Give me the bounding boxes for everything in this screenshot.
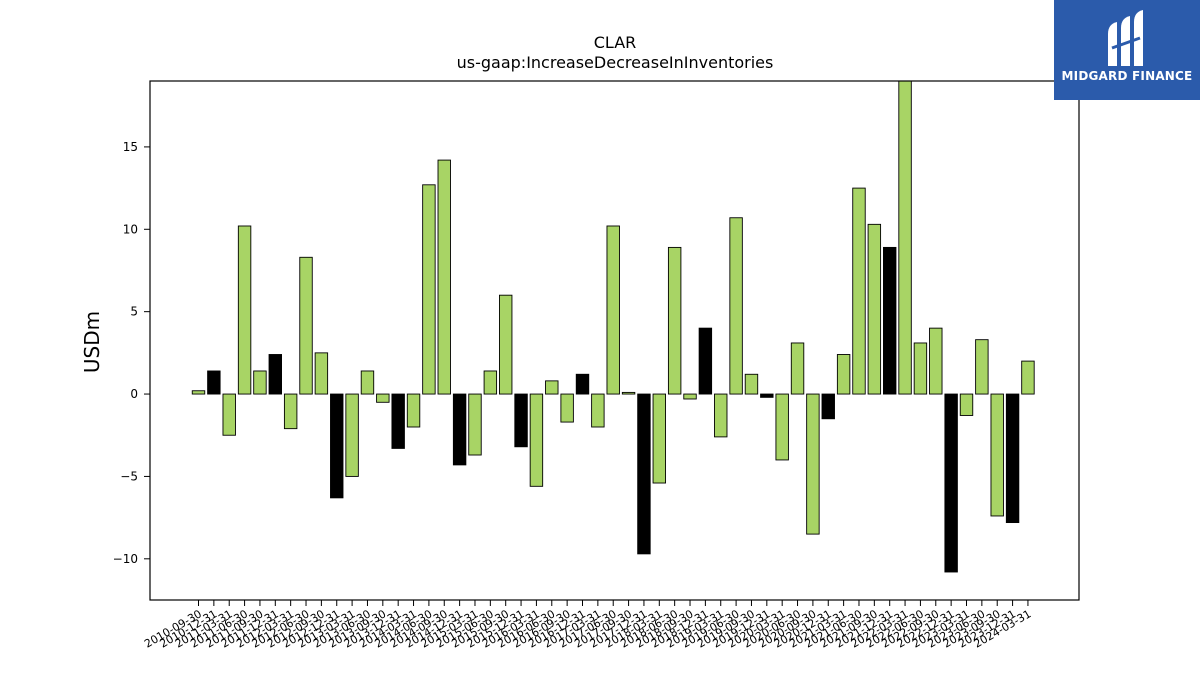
bar-2013-03-31 <box>345 393 359 477</box>
bar-2019-03-31 <box>714 393 728 438</box>
bar-2015-09-30 <box>499 294 513 395</box>
bar-2020-06-30 <box>790 342 805 395</box>
y-tick-label: −10 <box>113 552 138 566</box>
bar-2022-09-30 <box>929 327 943 395</box>
bar-2013-12-31 <box>391 393 405 449</box>
bar-2017-09-30 <box>621 391 636 395</box>
bar-2024-03-31 <box>1021 360 1035 395</box>
bar-2012-06-30 <box>299 256 313 395</box>
bar-2013-06-30 <box>360 370 375 395</box>
bar-2017-12-31 <box>637 393 651 555</box>
chart-subtitle: us-gaap:IncreaseDecreaseInInventories <box>457 53 774 72</box>
bar-2016-03-31 <box>529 393 544 487</box>
bar-2011-09-30 <box>253 370 267 395</box>
y-tick-label: 10 <box>123 222 138 236</box>
bar-2015-12-31 <box>514 393 528 448</box>
logo-mark-icon <box>1108 10 1143 66</box>
bar-2022-06-30 <box>913 342 928 395</box>
logo-text: MIDGARD FINANCE <box>1061 69 1193 83</box>
bar-2014-09-30 <box>437 159 451 395</box>
bar-2014-12-31 <box>452 393 467 466</box>
bar-2022-03-31 <box>898 80 912 395</box>
y-tick-label: 15 <box>123 140 138 154</box>
y-axis: −10 −5 0 5 10 15 <box>113 140 150 566</box>
bar-2012-09-30 <box>314 352 329 395</box>
bar-2015-03-31 <box>468 393 482 456</box>
bar-2023-06-30 <box>975 339 989 395</box>
bar-2013-09-30 <box>376 393 390 403</box>
bar-2016-12-31 <box>575 373 590 395</box>
bar-2023-09-30 <box>990 393 1004 517</box>
bar-2021-12-31 <box>883 246 897 395</box>
bar-2011-06-30 <box>237 225 252 395</box>
bar-2023-12-31 <box>1005 393 1020 524</box>
bar-2012-12-31 <box>330 393 344 499</box>
bar-2014-06-30 <box>422 184 436 395</box>
y-tick-label: 5 <box>130 305 138 319</box>
bar-2021-09-30 <box>867 223 882 395</box>
bar-2010-12-31 <box>207 370 221 395</box>
bar-2016-09-30 <box>560 393 574 423</box>
bar-2021-06-30 <box>852 187 866 395</box>
x-axis: 2010-09-302010-12-312011-03-312011-06-30… <box>142 600 1033 651</box>
bars-group <box>191 80 1035 573</box>
bar-2018-06-30 <box>667 246 682 395</box>
bar-2019-09-30 <box>744 373 759 395</box>
bar-2010-09-30 <box>191 390 206 395</box>
bar-2019-06-30 <box>729 217 743 395</box>
bar-2017-06-30 <box>606 225 620 395</box>
chart-title: CLAR <box>594 33 637 52</box>
y-axis-label: USDm <box>80 311 104 373</box>
bar-2011-12-31 <box>268 354 282 395</box>
bar-2017-03-31 <box>591 393 605 428</box>
brand-logo: MIDGARD FINANCE <box>1054 0 1200 100</box>
bar-2011-03-31 <box>222 393 236 436</box>
bar-2020-03-31 <box>775 393 789 461</box>
bar-2018-09-30 <box>683 393 697 400</box>
bar-2021-03-31 <box>836 354 851 395</box>
bar-2019-12-31 <box>760 393 774 398</box>
y-tick-label: 0 <box>130 387 138 401</box>
bar-2012-03-31 <box>283 393 298 430</box>
bar-2015-06-30 <box>483 370 498 395</box>
bar-2023-03-31 <box>959 393 974 416</box>
bar-2018-12-31 <box>698 327 713 395</box>
plot-frame <box>149 80 1080 601</box>
bar-2022-12-31 <box>944 393 958 573</box>
bar-2014-03-31 <box>406 393 421 428</box>
bar-2018-03-31 <box>652 393 666 484</box>
y-tick-label: −5 <box>120 469 138 483</box>
bar-2016-06-30 <box>545 380 559 395</box>
bar-2020-12-31 <box>821 393 835 420</box>
bar-2020-09-30 <box>806 393 820 535</box>
